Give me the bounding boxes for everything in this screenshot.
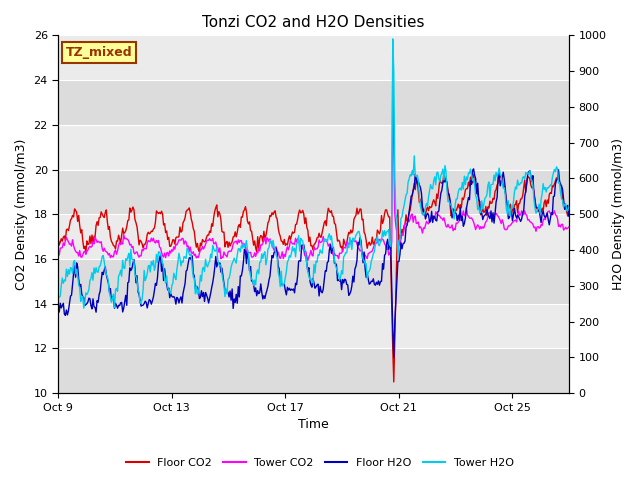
Bar	[58, 304, 569, 348]
Bar	[58, 169, 569, 214]
Y-axis label: CO2 Density (mmol/m3): CO2 Density (mmol/m3)	[15, 139, 28, 290]
Bar	[58, 348, 569, 393]
Bar	[58, 36, 569, 80]
Title: Tonzi CO2 and H2O Densities: Tonzi CO2 and H2O Densities	[202, 15, 425, 30]
Text: TZ_mixed: TZ_mixed	[66, 46, 132, 59]
Legend: Floor CO2, Tower CO2, Floor H2O, Tower H2O: Floor CO2, Tower CO2, Floor H2O, Tower H…	[122, 453, 518, 472]
Bar	[58, 125, 569, 169]
Bar	[58, 214, 569, 259]
Bar	[58, 259, 569, 304]
Y-axis label: H2O Density (mmol/m3): H2O Density (mmol/m3)	[612, 138, 625, 290]
X-axis label: Time: Time	[298, 419, 329, 432]
Bar	[58, 80, 569, 125]
